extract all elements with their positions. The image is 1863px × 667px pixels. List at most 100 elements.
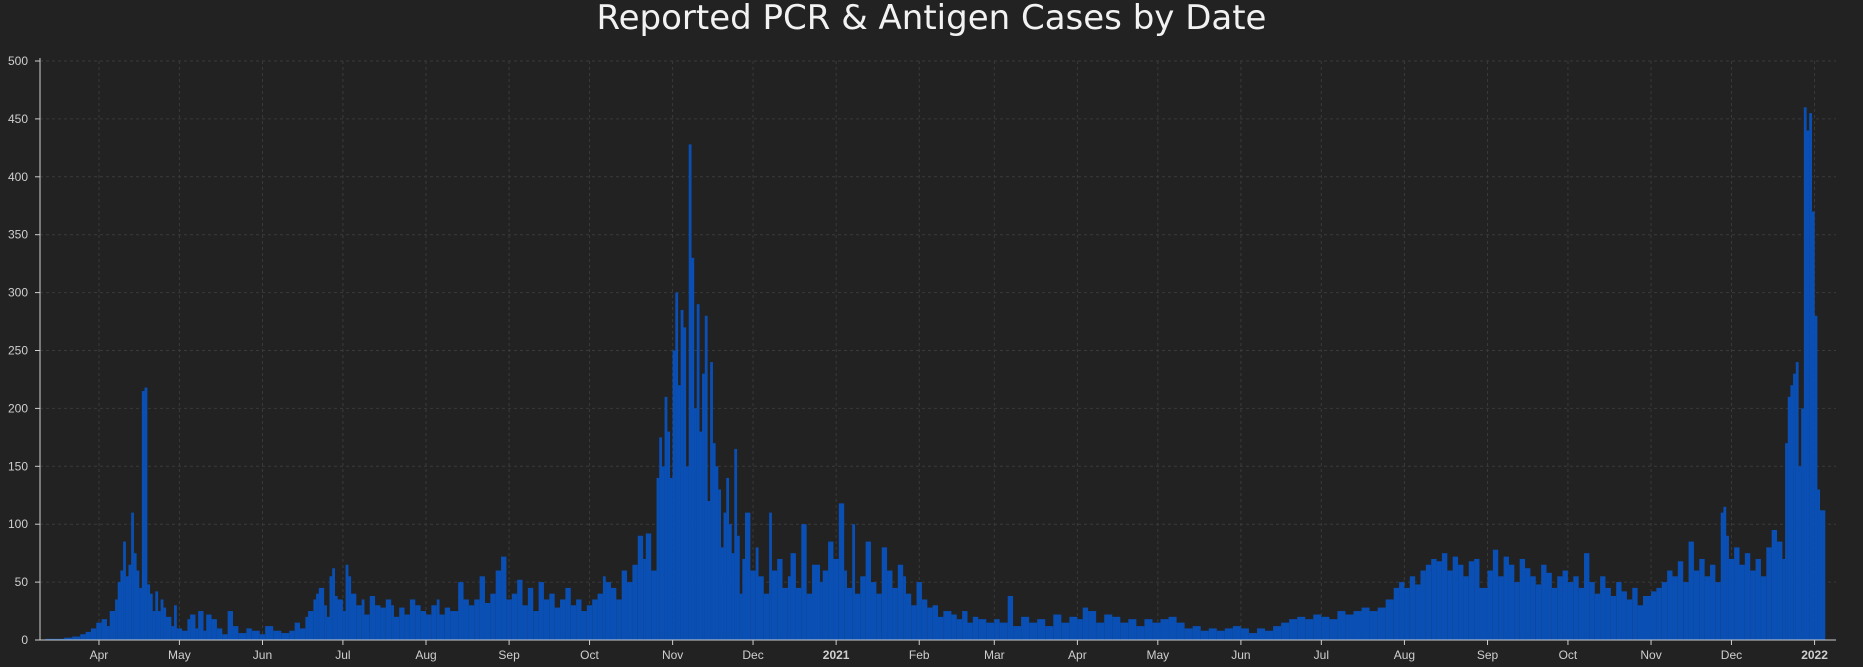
bar (956, 619, 963, 640)
bar (1160, 619, 1169, 640)
bar (1693, 570, 1700, 640)
bar (1096, 622, 1105, 640)
bar (916, 582, 922, 640)
bar (1715, 582, 1721, 640)
bar (348, 576, 352, 640)
bar (1806, 130, 1810, 641)
bar (1798, 466, 1802, 640)
bar (165, 616, 172, 640)
bar (1353, 611, 1362, 640)
bar (1436, 561, 1442, 640)
bar (1297, 616, 1306, 640)
x-tick-label: Oct (1559, 648, 1578, 662)
bar (1525, 568, 1531, 640)
bar (1321, 616, 1330, 640)
bar (1498, 576, 1504, 640)
x-tick-label: Nov (1640, 648, 1661, 662)
bar (1766, 547, 1772, 640)
bar (1643, 596, 1652, 640)
bar (1045, 626, 1054, 640)
bar (187, 619, 191, 640)
bar (332, 568, 335, 640)
bar (905, 593, 912, 640)
bar (994, 619, 1000, 640)
bar (1256, 628, 1266, 640)
bar (517, 579, 523, 640)
bar (677, 385, 681, 640)
bar (117, 582, 121, 640)
bar (795, 587, 802, 640)
bar (139, 587, 142, 640)
bar (755, 547, 759, 640)
bar (1458, 564, 1464, 640)
bar (1337, 611, 1346, 640)
bar (195, 628, 199, 640)
bar (1667, 570, 1673, 640)
bar (675, 292, 679, 640)
bar (1152, 622, 1161, 640)
grid-layer (40, 60, 1836, 640)
bar (750, 570, 756, 640)
x-tick-label: Jul (335, 648, 350, 662)
bar (479, 576, 485, 640)
bar (962, 611, 968, 640)
bar (1621, 591, 1627, 640)
y-tick-label: 150 (8, 459, 28, 473)
bar (1404, 587, 1410, 640)
y-tick-label: 500 (8, 54, 28, 68)
bar (96, 622, 102, 640)
y-tick-label: 450 (8, 112, 28, 126)
bar (511, 593, 518, 640)
bar (1305, 619, 1314, 640)
bar (273, 630, 282, 640)
bar (198, 611, 204, 640)
bar (661, 466, 665, 640)
bar (632, 564, 638, 640)
bar (680, 309, 684, 640)
bar (337, 599, 343, 640)
bar (597, 593, 603, 640)
bar (736, 535, 740, 640)
bar (246, 628, 252, 640)
bar (1474, 558, 1480, 640)
bar (643, 558, 646, 640)
bar (833, 558, 839, 640)
y-tick-label: 50 (15, 575, 29, 589)
bar (745, 512, 751, 640)
bar (860, 576, 866, 640)
bar (90, 628, 97, 640)
bar (1088, 611, 1097, 640)
bar (820, 582, 823, 640)
x-tick-label: Mar (984, 648, 1005, 662)
bar (712, 443, 716, 640)
bar (1688, 541, 1694, 640)
bar (1077, 619, 1083, 640)
bar (1637, 605, 1643, 640)
bar (707, 501, 711, 640)
bar (637, 535, 644, 640)
bar (356, 605, 362, 640)
bar (190, 614, 196, 640)
bar (1441, 553, 1448, 640)
x-tick-label: Oct (580, 648, 599, 662)
bar (1755, 558, 1761, 640)
bar (771, 570, 778, 640)
bar (404, 614, 410, 640)
bar (1594, 593, 1601, 640)
bar (141, 391, 145, 640)
bar (289, 630, 295, 640)
bar (696, 304, 700, 640)
bar (1656, 587, 1662, 640)
bar (651, 570, 657, 640)
bar (342, 611, 346, 640)
bar (313, 599, 317, 640)
bar (1420, 570, 1426, 640)
bar (1069, 616, 1078, 640)
bar (1468, 561, 1475, 640)
bar (1584, 553, 1590, 640)
bar (1061, 622, 1070, 640)
bar (281, 633, 290, 640)
bar (1508, 564, 1515, 640)
bar (1616, 582, 1622, 640)
bar (1281, 622, 1290, 640)
